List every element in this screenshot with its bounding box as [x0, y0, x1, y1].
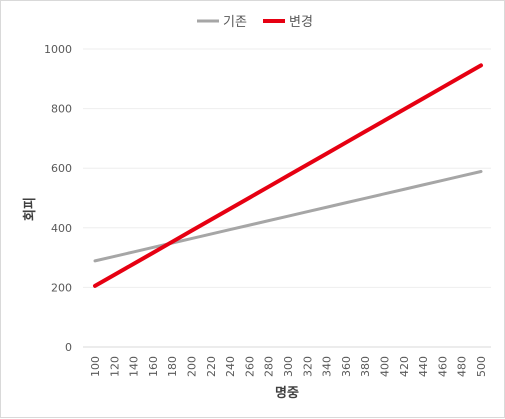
- x-tick-label: 160: [147, 356, 160, 377]
- series-line-1: [93, 169, 483, 263]
- x-tick-label: 500: [475, 356, 488, 377]
- y-tick-label: 400: [51, 222, 72, 235]
- legend-label: 변경: [289, 15, 313, 30]
- x-tick-label: 280: [263, 356, 276, 377]
- y-tick-label: 600: [51, 162, 72, 175]
- x-tick-label: 380: [359, 356, 372, 377]
- x-axis-ticks: 100 120 140 160 180 200 220 240 260 280 300 320 340 3…: [89, 356, 488, 377]
- x-tick-label: 200: [186, 356, 199, 377]
- x-tick-label: 100: [89, 356, 102, 377]
- y-axis-ticks: 0 200 400 600 800 1000: [44, 43, 72, 354]
- y-tick-label: 1000: [44, 43, 72, 56]
- x-tick-label: 460: [436, 356, 449, 377]
- x-tick-label: 420: [398, 356, 411, 377]
- x-tick-label: 180: [166, 356, 179, 377]
- y-tick-label: 800: [51, 103, 72, 116]
- x-axis-title: 명중: [275, 385, 299, 401]
- x-tick-label: 320: [301, 356, 314, 377]
- x-tick-label: 480: [456, 356, 469, 377]
- legend-label: 기존: [223, 15, 247, 30]
- x-tick-label: 260: [243, 356, 256, 377]
- x-tick-label: 340: [321, 356, 334, 377]
- x-tick-label: 440: [417, 356, 430, 377]
- x-tick-label: 400: [379, 356, 392, 377]
- y-tick-label: 200: [51, 281, 72, 294]
- x-tick-label: 220: [205, 356, 218, 377]
- series-lines: [93, 63, 483, 288]
- y-tick-label: 0: [65, 341, 72, 354]
- gridlines: [83, 48, 491, 348]
- x-tick-label: 120: [108, 356, 121, 377]
- legend: 기존 변경: [197, 15, 313, 30]
- y-axis-title: 회피: [22, 197, 38, 221]
- x-tick-label: 140: [128, 356, 141, 377]
- x-tick-label: 360: [340, 356, 353, 377]
- x-tick-label: 240: [224, 356, 237, 377]
- x-tick-label: 300: [282, 356, 295, 377]
- series-line-2: [93, 63, 483, 288]
